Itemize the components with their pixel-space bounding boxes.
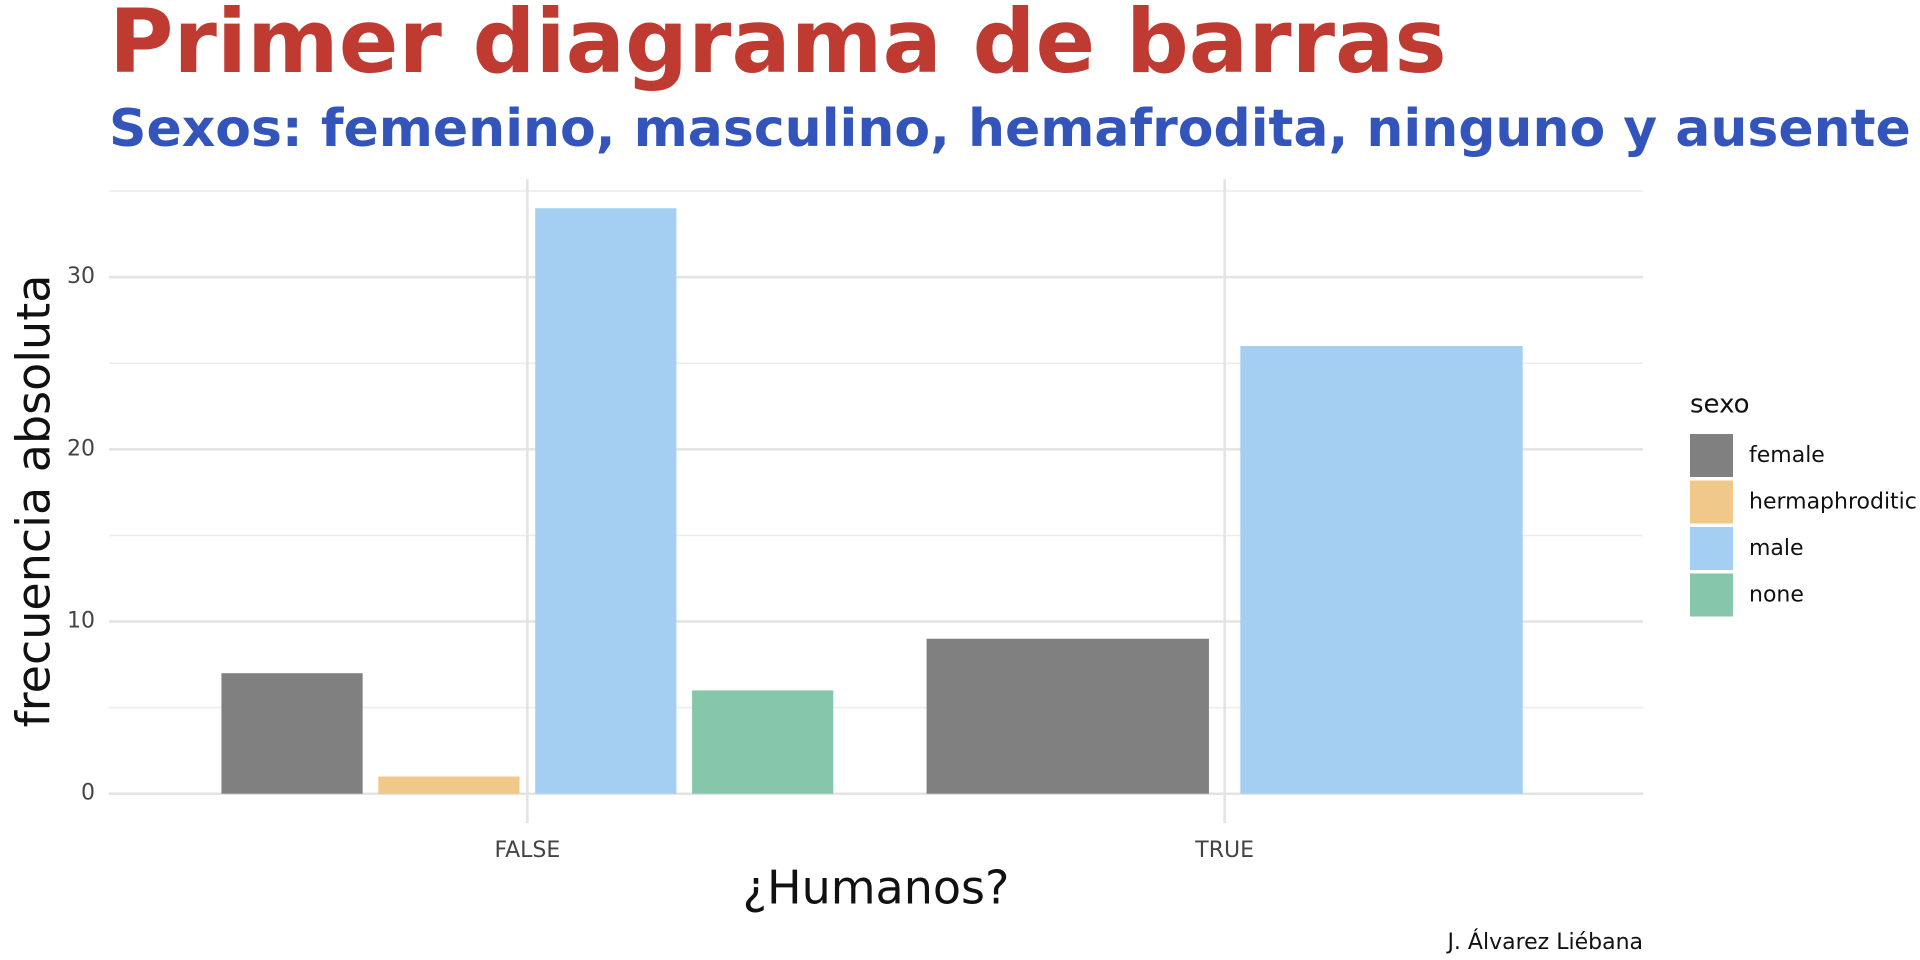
legend-key [1690, 573, 1733, 617]
bar [692, 690, 834, 794]
x-tick-label: FALSE [494, 838, 560, 863]
bar [378, 776, 520, 794]
legend-key [1690, 434, 1733, 477]
y-tick-label: 20 [67, 436, 95, 461]
legend-label: male [1749, 536, 1804, 561]
y-tick-label: 30 [67, 264, 95, 289]
y-tick-label: 10 [67, 609, 95, 634]
legend-label: female [1749, 443, 1825, 468]
chart-title: Primer diagrama de barras [109, 0, 1447, 93]
bar [926, 638, 1209, 794]
bar [221, 673, 363, 794]
x-tick-label: TRUE [1194, 838, 1254, 863]
bar [535, 208, 677, 794]
legend-label: hermaphroditic [1749, 490, 1917, 515]
caption: J. Álvarez Liébana [1445, 929, 1643, 955]
legend-label: none [1749, 583, 1804, 608]
legend-key [1690, 527, 1733, 570]
legend-title: sexo [1690, 390, 1750, 420]
chart-subtitle: Sexos: femenino, masculino, hemafrodita,… [109, 99, 1911, 159]
y-axis-title: frecuencia absoluta [7, 275, 61, 728]
bar [1240, 346, 1523, 794]
y-tick-label: 0 [81, 781, 95, 806]
x-axis-title: ¿Humanos? [743, 861, 1010, 915]
legend-key [1690, 480, 1733, 524]
